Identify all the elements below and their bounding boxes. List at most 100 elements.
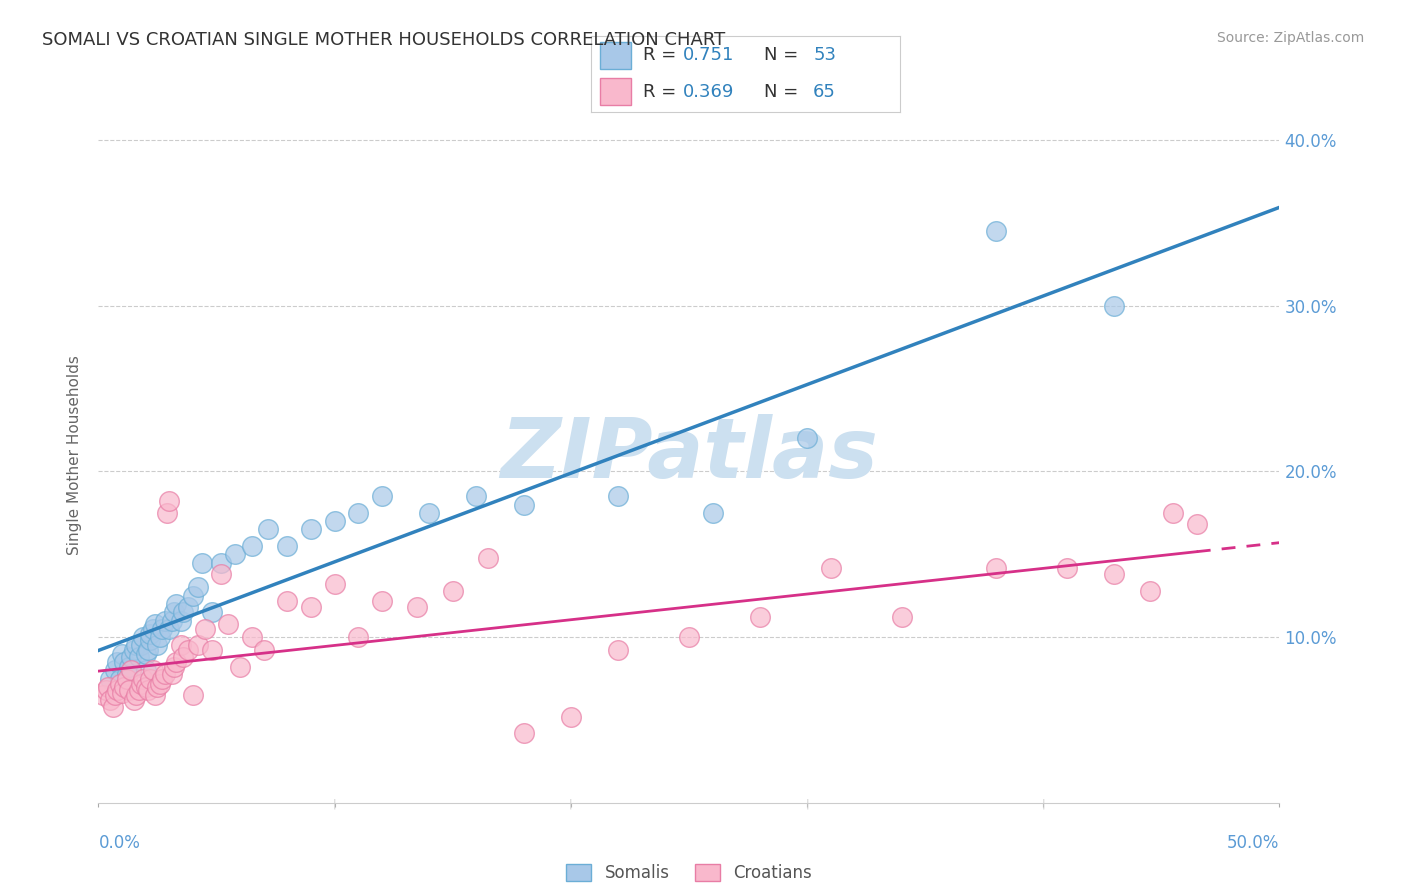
Text: 50.0%: 50.0% xyxy=(1227,834,1279,852)
Point xyxy=(702,506,724,520)
Point xyxy=(276,539,298,553)
Point xyxy=(125,688,148,702)
Point xyxy=(129,639,152,653)
Point xyxy=(187,639,209,653)
Point xyxy=(157,622,180,636)
Point xyxy=(146,680,169,694)
Point xyxy=(121,663,143,677)
Point xyxy=(347,630,370,644)
Point xyxy=(224,547,246,561)
Point xyxy=(153,614,176,628)
Point xyxy=(347,506,370,520)
Point xyxy=(118,683,141,698)
Point xyxy=(187,581,209,595)
Text: |: | xyxy=(1042,798,1045,809)
Point xyxy=(160,666,183,681)
Point xyxy=(217,616,239,631)
Point xyxy=(111,647,134,661)
Point xyxy=(512,498,534,512)
Text: 53: 53 xyxy=(813,46,837,64)
Point xyxy=(201,605,224,619)
Point xyxy=(371,489,394,503)
Point xyxy=(136,643,159,657)
Point xyxy=(132,672,155,686)
Point xyxy=(1102,299,1125,313)
Point xyxy=(276,593,298,607)
Text: N =: N = xyxy=(763,46,804,64)
Point xyxy=(209,567,232,582)
Point xyxy=(678,630,700,644)
Point xyxy=(128,650,150,665)
Point xyxy=(115,666,138,681)
Point xyxy=(323,514,346,528)
Point xyxy=(257,523,280,537)
Point xyxy=(97,680,120,694)
Point xyxy=(128,683,150,698)
Point xyxy=(172,605,194,619)
Point xyxy=(98,672,121,686)
Point xyxy=(146,639,169,653)
Point xyxy=(143,688,166,702)
Point xyxy=(299,600,322,615)
Point xyxy=(607,643,630,657)
Point xyxy=(122,643,145,657)
Point xyxy=(105,683,128,698)
Point xyxy=(170,614,193,628)
Point xyxy=(122,693,145,707)
Point xyxy=(142,622,165,636)
Point xyxy=(240,539,263,553)
Point xyxy=(163,660,186,674)
Point xyxy=(560,709,582,723)
Point xyxy=(163,605,186,619)
Point xyxy=(607,489,630,503)
Text: 0.369: 0.369 xyxy=(683,83,735,101)
Point xyxy=(125,639,148,653)
Text: 0.0%: 0.0% xyxy=(98,834,141,852)
Point xyxy=(157,494,180,508)
Point xyxy=(181,589,204,603)
Text: ZIPatlas: ZIPatlas xyxy=(501,415,877,495)
Point xyxy=(135,663,157,677)
Point xyxy=(441,583,464,598)
Point xyxy=(323,577,346,591)
Text: 0.751: 0.751 xyxy=(683,46,735,64)
Point xyxy=(112,655,135,669)
Point xyxy=(104,688,127,702)
Point xyxy=(153,666,176,681)
Point xyxy=(477,550,499,565)
Point xyxy=(418,506,440,520)
Point xyxy=(172,650,194,665)
Point xyxy=(512,726,534,740)
Point xyxy=(132,630,155,644)
Point xyxy=(149,676,172,690)
Point xyxy=(143,616,166,631)
Point xyxy=(101,699,124,714)
Point xyxy=(299,523,322,537)
Point xyxy=(94,683,117,698)
FancyBboxPatch shape xyxy=(600,78,631,105)
Point xyxy=(139,627,162,641)
Point xyxy=(149,630,172,644)
Point xyxy=(191,556,214,570)
Point xyxy=(165,597,187,611)
Point xyxy=(984,560,1007,574)
Point xyxy=(150,622,173,636)
Text: 65: 65 xyxy=(813,83,837,101)
Point xyxy=(165,655,187,669)
Point xyxy=(115,672,138,686)
Point xyxy=(170,639,193,653)
Point xyxy=(105,655,128,669)
Legend: Somalis, Croatians: Somalis, Croatians xyxy=(560,857,818,888)
Point xyxy=(229,660,252,674)
Text: |: | xyxy=(333,798,336,809)
Text: R =: R = xyxy=(643,46,682,64)
Point xyxy=(890,610,912,624)
Text: N =: N = xyxy=(763,83,804,101)
Point xyxy=(139,672,162,686)
Point xyxy=(371,593,394,607)
Text: |: | xyxy=(569,798,572,809)
Point xyxy=(177,643,200,657)
Point xyxy=(748,610,770,624)
Text: |: | xyxy=(806,798,808,809)
Point xyxy=(201,643,224,657)
